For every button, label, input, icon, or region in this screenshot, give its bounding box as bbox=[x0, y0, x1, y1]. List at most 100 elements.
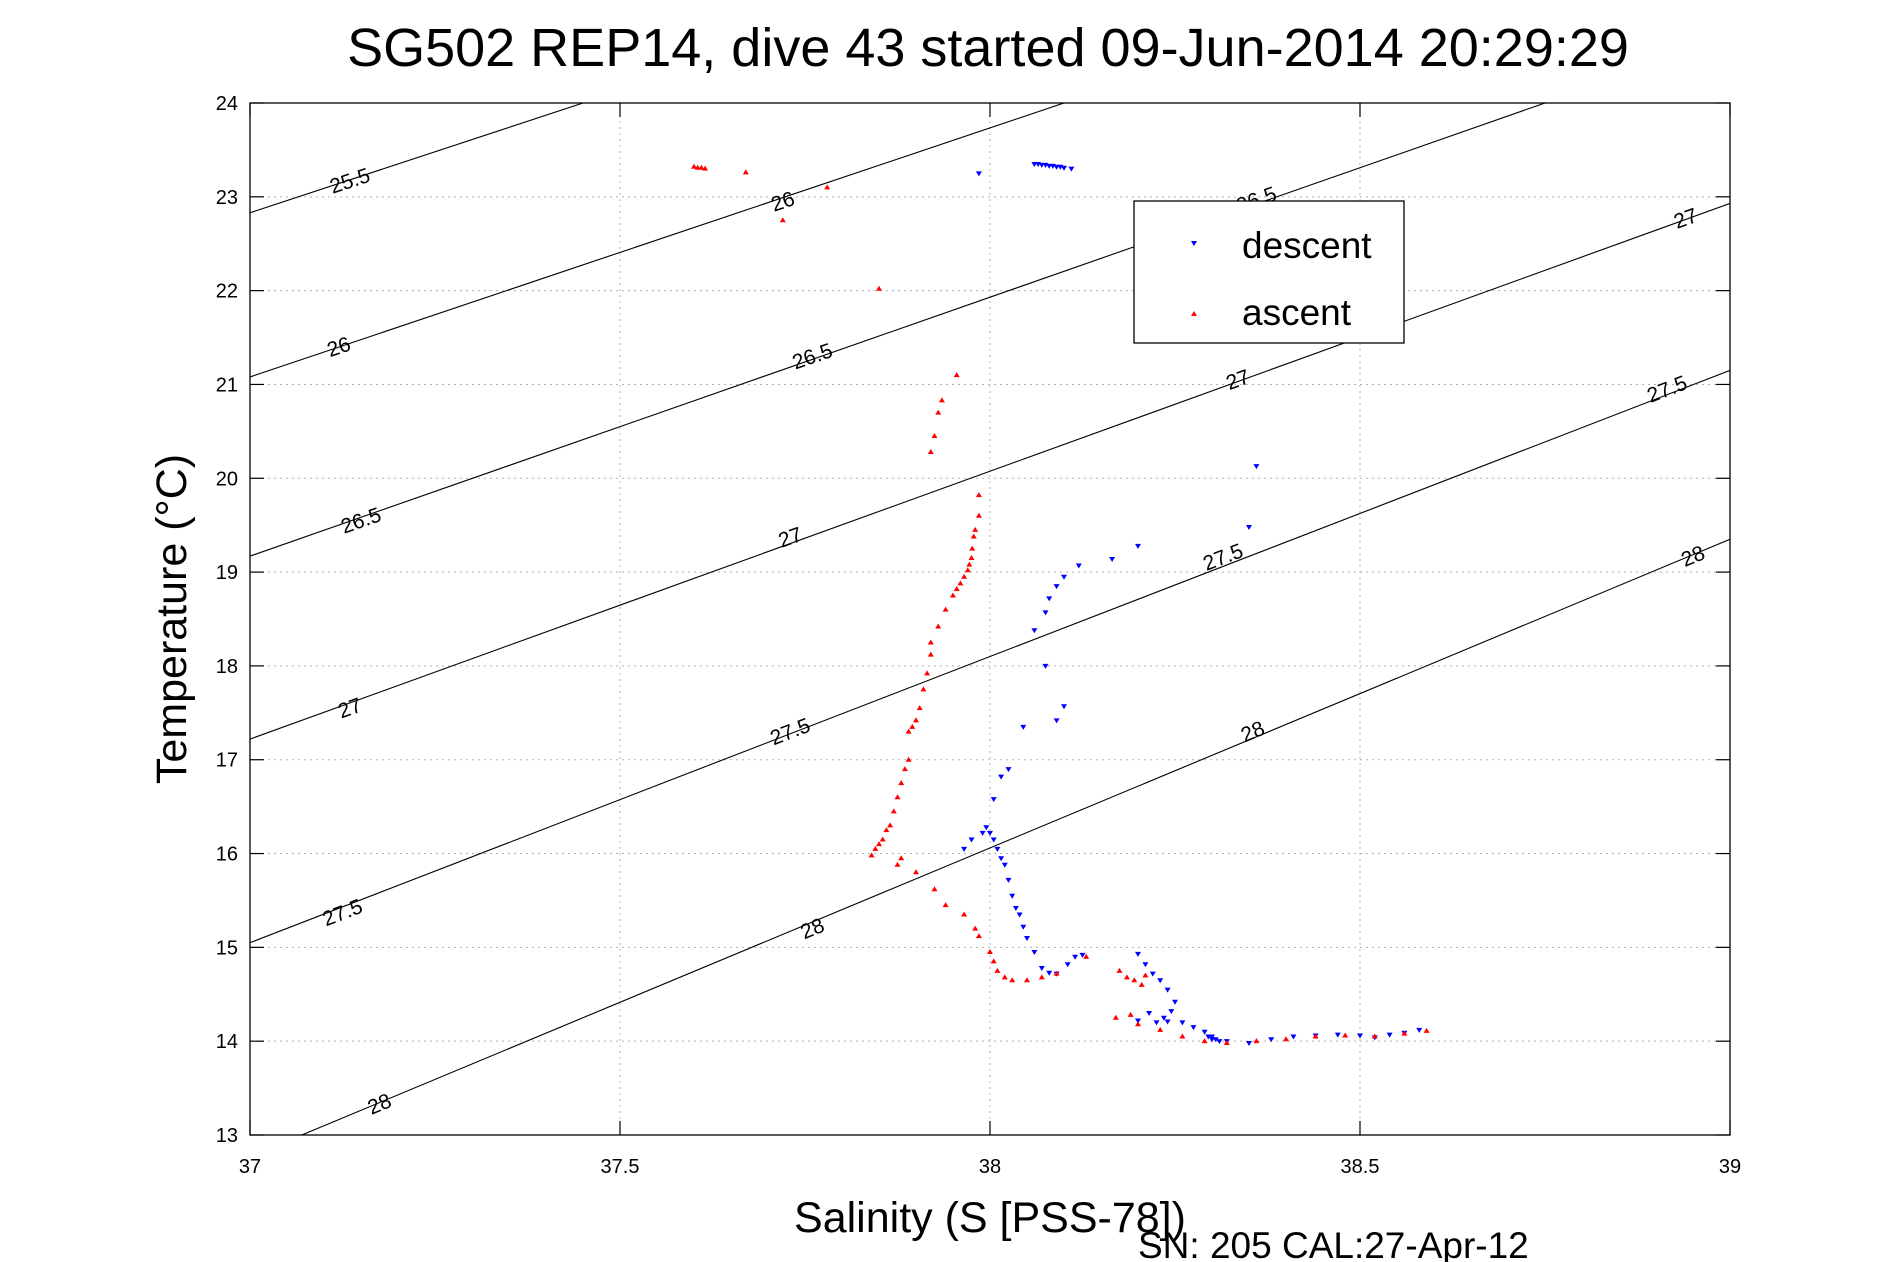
ascent-point bbox=[931, 886, 938, 892]
isopycnal-line bbox=[301, 538, 1730, 1135]
ascent-point bbox=[898, 780, 905, 786]
descent-point bbox=[1268, 1037, 1275, 1043]
descent-point bbox=[1053, 718, 1060, 724]
descent-point bbox=[1042, 610, 1049, 616]
ascent-point bbox=[872, 845, 879, 851]
isopycnal-line bbox=[250, 103, 584, 214]
descent-point bbox=[1020, 724, 1027, 730]
ascent-point bbox=[883, 827, 890, 833]
ascent-point bbox=[1179, 1033, 1186, 1039]
ascent-point bbox=[1116, 967, 1123, 973]
ascent-point bbox=[966, 561, 973, 567]
x-tick-label: 37 bbox=[239, 1156, 261, 1178]
descent-point bbox=[1357, 1033, 1363, 1039]
ascent-point bbox=[691, 163, 697, 169]
ascent-point bbox=[953, 585, 960, 591]
ascent-point bbox=[1423, 1027, 1430, 1033]
ascent-point bbox=[924, 670, 931, 676]
descent-point bbox=[987, 830, 993, 836]
ascent-point bbox=[702, 165, 709, 171]
descent-point bbox=[1246, 525, 1252, 531]
ascent-point bbox=[975, 933, 982, 939]
descent-point bbox=[1024, 935, 1030, 941]
y-tick-label: 15 bbox=[216, 937, 238, 959]
y-tick-label: 14 bbox=[216, 1031, 238, 1053]
ascent-point bbox=[876, 841, 882, 847]
ascent-point bbox=[1001, 974, 1008, 980]
descent-point bbox=[1386, 1032, 1393, 1038]
descent-point bbox=[1172, 999, 1178, 1005]
ascent-point bbox=[1312, 1033, 1319, 1039]
descent-point bbox=[975, 171, 982, 177]
ascent-point bbox=[913, 717, 919, 723]
ascent-point bbox=[994, 967, 1001, 973]
descent-point bbox=[1135, 951, 1141, 957]
ascent-point bbox=[942, 606, 949, 612]
descent-point bbox=[1205, 1034, 1212, 1040]
y-tick-label: 16 bbox=[216, 844, 238, 866]
y-tick-label: 22 bbox=[216, 281, 238, 303]
descent-point bbox=[1164, 1019, 1171, 1025]
descent-point bbox=[1135, 543, 1141, 549]
ascent-point bbox=[1283, 1036, 1289, 1042]
ascent-point bbox=[879, 836, 886, 842]
axis-ticks: 37 37.5 38 38.5 39 13 14 15 16 17 18 19 20 21 22 23 24 bbox=[216, 93, 1741, 1178]
descent-point bbox=[1135, 1018, 1141, 1024]
ascent-point bbox=[913, 869, 919, 875]
ascent-point bbox=[1401, 1030, 1408, 1036]
ascent-point bbox=[824, 184, 831, 190]
descent-point bbox=[1246, 1041, 1252, 1047]
descent-point bbox=[961, 846, 968, 852]
descent-point bbox=[1068, 166, 1075, 172]
y-tick-label: 17 bbox=[216, 750, 238, 772]
descent-point bbox=[1079, 952, 1086, 958]
ascent-point bbox=[894, 794, 901, 800]
descent-point bbox=[1290, 1034, 1297, 1040]
descent-point bbox=[1061, 704, 1067, 710]
ascent-point bbox=[1112, 1014, 1119, 1020]
ascent-point bbox=[890, 808, 897, 814]
descent-point bbox=[1005, 877, 1012, 883]
ascent-point bbox=[964, 567, 971, 573]
instrument-footer: SN: 205 CAL:27-Apr-12 bbox=[1138, 1225, 1529, 1262]
ascent-point bbox=[887, 822, 894, 828]
descent-point bbox=[1072, 954, 1079, 960]
ascent-point bbox=[1342, 1032, 1349, 1038]
x-tick-label: 38.5 bbox=[1341, 1156, 1380, 1178]
ascent-point bbox=[970, 533, 977, 539]
ascent-point bbox=[920, 686, 927, 692]
legend: descent ascent bbox=[1133, 200, 1405, 344]
grid bbox=[250, 103, 1730, 1135]
descent-point bbox=[998, 856, 1005, 862]
descent-point bbox=[979, 830, 986, 836]
descent-point bbox=[1031, 628, 1038, 634]
descent-point bbox=[1209, 1037, 1215, 1043]
ascent-point bbox=[905, 756, 912, 762]
ascent-point bbox=[1127, 1011, 1134, 1017]
isopycnal-line bbox=[250, 103, 1546, 557]
descent-point bbox=[1168, 1009, 1175, 1015]
isopycnal-line bbox=[250, 103, 1065, 378]
ascent-point bbox=[972, 925, 979, 931]
ascent-point bbox=[1157, 1026, 1164, 1032]
legend-marker-ascent bbox=[1191, 311, 1197, 316]
descent-point bbox=[983, 825, 990, 831]
descent-point bbox=[1109, 556, 1116, 562]
ascent-point bbox=[1009, 977, 1016, 983]
descent-point bbox=[1046, 596, 1053, 602]
descent-point bbox=[1142, 962, 1149, 968]
ascent-point bbox=[931, 433, 938, 439]
descent-point bbox=[998, 774, 1005, 780]
y-axis-label: Temperature (°C) bbox=[148, 454, 196, 784]
ascent-point bbox=[961, 573, 968, 579]
ascent-point bbox=[1131, 977, 1138, 983]
ascent-point bbox=[1371, 1033, 1378, 1039]
ascent-point bbox=[1053, 970, 1060, 976]
isopycnal-line bbox=[250, 369, 1730, 944]
descent-point bbox=[990, 797, 997, 803]
x-tick-label: 37.5 bbox=[601, 1156, 640, 1178]
y-tick-label: 23 bbox=[216, 187, 238, 209]
y-tick-label: 20 bbox=[216, 468, 238, 490]
